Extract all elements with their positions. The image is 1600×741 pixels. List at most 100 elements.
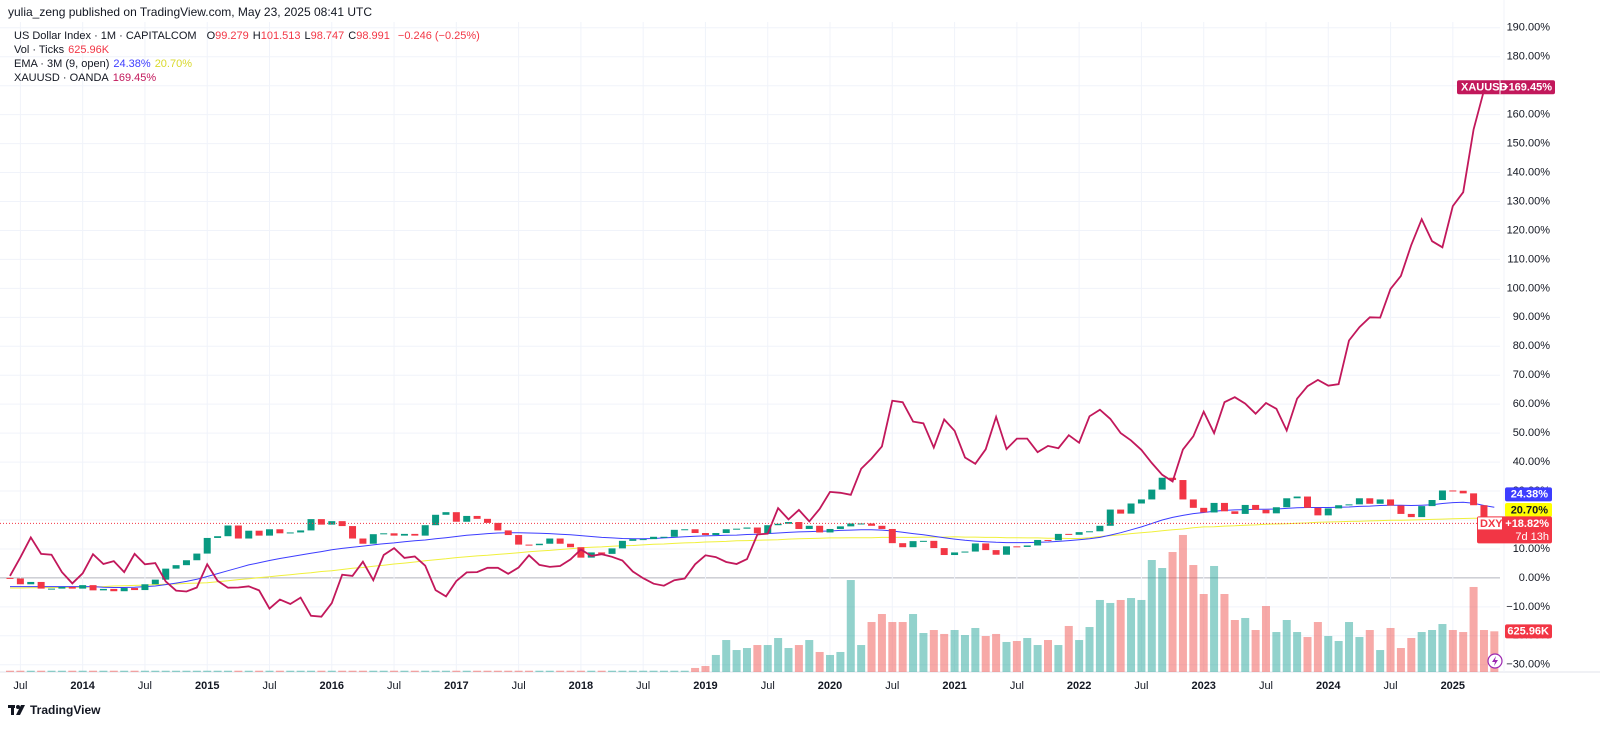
candle [214,536,222,538]
candle [266,529,273,536]
volume-bar [618,670,627,672]
volume-bar [732,650,741,672]
volume-bar [348,670,357,672]
candle [1013,546,1021,548]
y-tick-label: 120.00% [1507,224,1551,236]
legend-name: Vol · Ticks [14,44,65,56]
y-tick-label: −10.00% [1506,601,1550,613]
x-tick-label: 2020 [818,680,842,692]
candle [1034,539,1042,546]
candle [120,588,128,592]
ema-tag-box [1505,487,1552,502]
legend-value: 625.96K [68,44,110,56]
candle [629,539,637,541]
volume-bar [1469,586,1478,672]
candle [504,530,512,536]
candle [1283,498,1291,508]
volume-bar [514,670,523,672]
volume-bar [639,670,648,672]
volume-bar [950,630,959,672]
candle [27,581,35,585]
volume-bar [1459,632,1468,672]
volume-bar [1002,641,1011,672]
volume-bar [670,670,679,672]
y-tick-label: 10.00% [1513,543,1551,555]
candle [1231,511,1239,514]
ema-line [10,517,1495,589]
candle [753,527,761,534]
volume-bar [1106,602,1115,672]
candle [48,588,56,590]
x-tick-label: 2014 [70,680,95,692]
volume-bar [556,670,565,672]
volume-bar [400,670,409,672]
volume-bar [1303,637,1312,672]
volume-bar [213,670,222,672]
volume-bar [576,670,585,672]
volume-bar [649,670,658,672]
candle [1179,480,1187,500]
candle [37,581,45,589]
candle [888,528,896,544]
volume-bar [57,670,66,672]
candle [909,541,917,548]
dxy-name-box [1478,517,1502,530]
candle [515,535,523,545]
ohlc-value: 101.513 [260,30,301,42]
volume-bar [1448,630,1457,672]
candle [1137,499,1145,504]
volume-bar [1376,650,1385,672]
candle [1086,531,1094,533]
volume-bar [244,670,253,672]
volume-bar [981,635,990,672]
candle [307,519,315,531]
x-tick-label: 2019 [693,680,717,692]
volume-bar [109,670,118,672]
x-tick-label: 2022 [1067,680,1091,692]
candle [1241,504,1249,514]
volume-bar [140,670,149,672]
volume-bar [421,670,430,672]
y-tick-label: −30.00% [1506,659,1550,671]
y-tick-label: 50.00% [1513,427,1551,439]
candle [535,543,543,546]
candle [816,525,824,533]
volume-bar [462,670,471,672]
volume-bar [161,670,170,672]
candle [89,585,97,591]
dxy-tag: DXY [1480,518,1503,530]
candle [1065,533,1073,535]
candle [1324,508,1332,516]
candle [1438,490,1446,501]
candle [245,530,253,539]
candle [1304,496,1311,508]
volume-bar [525,670,533,672]
x-tick-label: 2018 [569,680,593,692]
candle [234,525,242,539]
candle [764,525,772,534]
candle [1345,504,1353,506]
volume-bar [1210,565,1219,672]
candle [961,551,969,553]
candle [172,565,180,569]
y-tick-label: 130.00% [1507,195,1551,207]
candle [660,536,668,538]
volume-bar [1417,632,1426,672]
alert-icon-bolt [1492,656,1498,666]
candle [380,533,388,535]
volume-bar [1178,534,1187,672]
candle [598,552,606,554]
volume-bar [265,670,274,672]
candle [1272,507,1280,514]
candle [1397,505,1405,514]
candle [286,532,294,534]
gold-line [9,86,1495,618]
dxy-last-label: +18.82% [1505,518,1549,530]
legend-row: EMA · 3M (9, open) 24.38% 20.70% [14,57,484,71]
candle [1023,545,1031,547]
volume-bar [1054,645,1063,672]
volume-bar [1272,632,1281,672]
volume-bar [608,670,617,672]
volume-bar [1345,622,1354,672]
